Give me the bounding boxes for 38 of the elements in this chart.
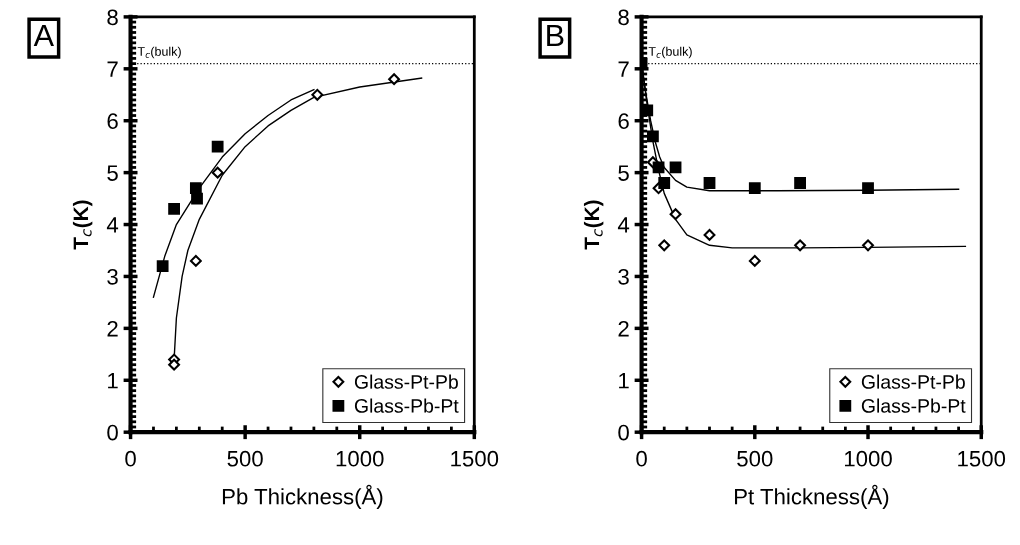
- legend-label: Glass-Pt-Pb: [861, 374, 965, 389]
- ref-line-label: T$_{c}$(bulk): [648, 46, 692, 59]
- text: B: [547, 25, 564, 47]
- y-tick-label: 7: [107, 61, 118, 77]
- y-tick-label: 0: [618, 424, 629, 441]
- y-tick-label: 8: [618, 9, 629, 26]
- x-tick-label: 1000: [845, 450, 892, 467]
- y-tick-label: 1: [108, 373, 118, 389]
- legend-label: Glass-Pt-Pb: [354, 374, 458, 389]
- x-axis-title: Pb Thickness(Å): [222, 484, 383, 509]
- y-tick-label: 0: [107, 424, 118, 441]
- x-axis-title: Pt Thickness(Å): [735, 484, 889, 509]
- x-tick-label: 1500: [451, 450, 499, 467]
- y-tick-label: 8: [107, 9, 118, 26]
- y-axis-title: T$_{c}$(K): [72, 200, 93, 250]
- ref-line-label: T$_{c}$(bulk): [137, 46, 181, 59]
- x-tick-label: 1500: [958, 450, 1006, 467]
- x-tick-label: 1000: [336, 450, 384, 467]
- y-tick-label: 3: [107, 268, 118, 285]
- y-tick-label: 7: [618, 61, 629, 77]
- y-tick-label: 6: [107, 113, 118, 129]
- y-tick-label: 5: [618, 165, 629, 181]
- y-tick-label: 4: [617, 217, 630, 233]
- legend-label: Glass-Pb-Pt: [861, 398, 966, 413]
- x-tick-label: 0: [125, 450, 136, 467]
- y-tick-label: 5: [107, 165, 118, 181]
- text: A: [33, 25, 54, 47]
- legend-label: Glass-Pb-Pt: [354, 398, 459, 413]
- y-tick-label: 2: [618, 320, 629, 337]
- x-tick-label: 0: [636, 450, 647, 467]
- x-tick-label: 500: [227, 450, 263, 467]
- y-axis-title: T$_{c}$(K): [583, 200, 604, 250]
- y-tick-label: 4: [106, 217, 119, 233]
- y-tick-label: 6: [618, 113, 629, 129]
- y-tick-label: 3: [618, 268, 629, 285]
- x-tick-label: 500: [737, 450, 773, 467]
- y-tick-label: 1: [619, 373, 629, 389]
- y-tick-label: 2: [107, 320, 118, 337]
